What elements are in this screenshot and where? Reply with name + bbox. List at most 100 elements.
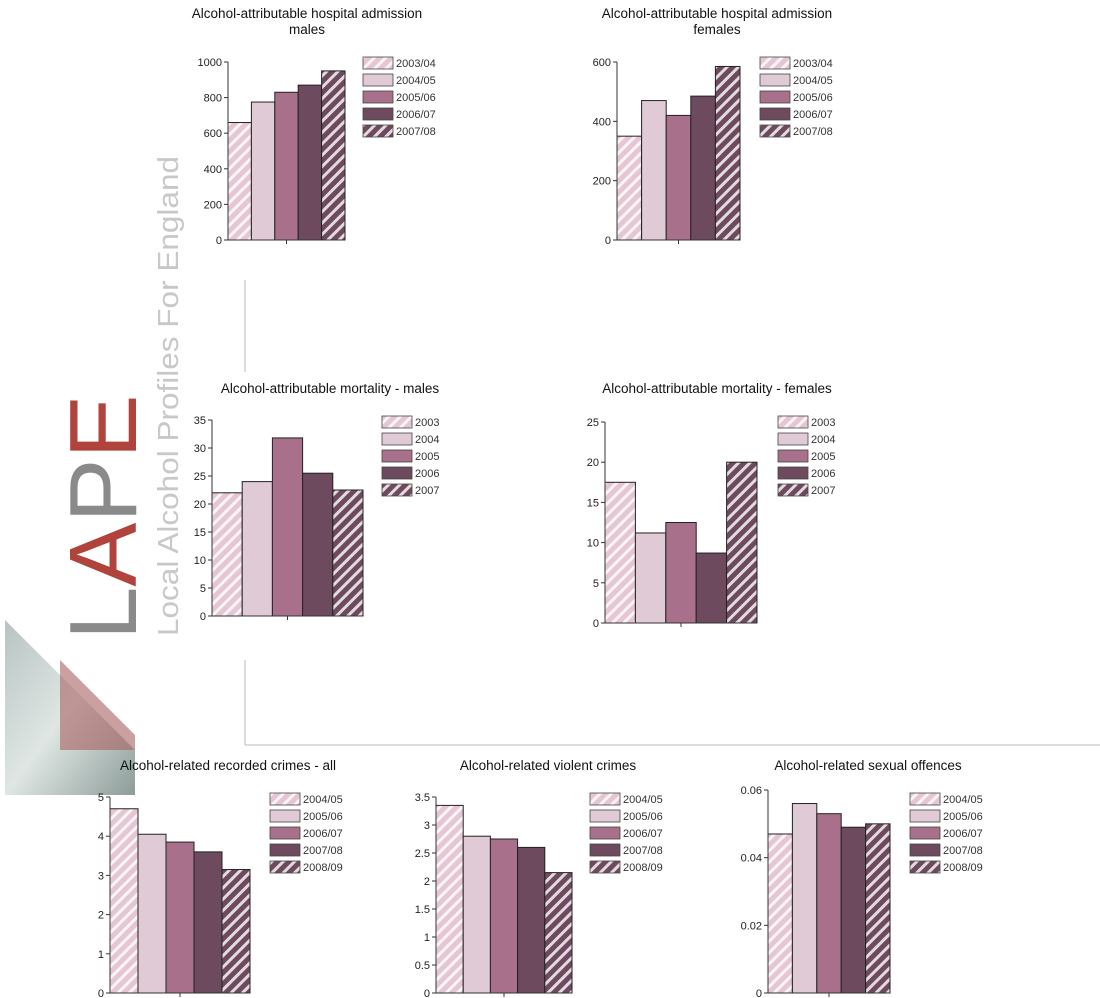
y-tick-label: 2 xyxy=(98,910,104,922)
chart-title: Alcohol-attributable hospital admission xyxy=(192,6,422,21)
legend-label: 2006 xyxy=(415,468,439,480)
legend-label: 2006/07 xyxy=(623,828,663,840)
y-tick-label: 600 xyxy=(204,128,222,140)
y-tick-label: 2.5 xyxy=(415,848,430,860)
legend-label: 2006/07 xyxy=(943,828,983,840)
legend-swatch xyxy=(777,466,809,480)
legend-swatch xyxy=(362,73,394,87)
legend-label: 2003 xyxy=(415,417,439,429)
bar xyxy=(517,846,546,994)
y-tick-label: 200 xyxy=(204,199,222,211)
legend-label: 2005/06 xyxy=(303,811,343,823)
y-tick-label: 400 xyxy=(204,164,222,176)
legend-label: 2005 xyxy=(415,451,439,463)
chart: Alcohol-attributable mortality - females… xyxy=(587,381,836,630)
bar xyxy=(604,481,636,624)
y-tick-label: 5 xyxy=(593,578,599,590)
legend-label: 2005/06 xyxy=(943,811,983,823)
legend-label: 2007/08 xyxy=(303,845,343,857)
bar xyxy=(221,869,251,994)
bar xyxy=(634,532,667,624)
bar xyxy=(274,91,299,241)
legend-label: 2008/09 xyxy=(303,862,343,874)
chart-title: Alcohol-related violent crimes xyxy=(460,758,637,773)
y-tick-label: 2 xyxy=(424,876,430,888)
chart-title: Alcohol-related recorded crimes - all xyxy=(120,758,336,773)
bar xyxy=(489,838,519,994)
chart-title: Alcohol-attributable hospital admission xyxy=(602,6,832,21)
legend-swatch xyxy=(777,415,809,429)
y-tick-label: 400 xyxy=(593,116,611,128)
y-tick-label: 3.5 xyxy=(415,792,430,804)
y-tick-label: 25 xyxy=(194,471,206,483)
legend-swatch xyxy=(381,415,413,429)
legend-label: 2004/05 xyxy=(793,75,833,87)
legend-label: 2006/07 xyxy=(793,109,833,121)
bar xyxy=(695,552,728,624)
chart: Alcohol-attributable hospital admissionm… xyxy=(192,6,436,247)
bar xyxy=(137,833,167,994)
legend-label: 2004/05 xyxy=(303,794,343,806)
bar xyxy=(544,872,573,994)
y-tick-label: 10 xyxy=(587,538,599,550)
tagline: Local Alcohol Profiles For England xyxy=(153,156,185,636)
bar xyxy=(302,472,334,617)
legend-swatch xyxy=(362,124,394,138)
legend-swatch xyxy=(269,792,301,806)
y-tick-label: 3 xyxy=(98,870,104,882)
bar xyxy=(767,833,793,994)
chart: Alcohol-related sexual offences 0 0.02 0.04… xyxy=(741,758,983,998)
legend-label: 2003 xyxy=(811,417,835,429)
legend-swatch xyxy=(909,792,941,806)
legend-label: 2004/05 xyxy=(623,794,663,806)
legend-swatch xyxy=(759,73,791,87)
y-tick-label: 0.04 xyxy=(741,853,762,865)
y-tick-label: 1000 xyxy=(198,57,222,69)
chart-title: Alcohol-related sexual offences xyxy=(774,758,962,773)
chart-title: Alcohol-attributable mortality - males xyxy=(221,381,440,396)
legend-swatch xyxy=(777,449,809,463)
y-tick-label: 800 xyxy=(204,93,222,105)
y-tick-label: 0 xyxy=(216,235,222,247)
y-tick-label: 30 xyxy=(194,443,206,455)
logo-letter: A xyxy=(50,523,157,587)
y-tick-label: 20 xyxy=(194,499,206,511)
photo-accent xyxy=(60,660,135,750)
legend-swatch xyxy=(589,826,621,840)
chart: Alcohol-related violent crimes 0 0.5 1 1.5 2 2… xyxy=(415,758,663,998)
y-tick-label: 15 xyxy=(587,497,599,509)
bar xyxy=(165,841,195,994)
bar xyxy=(840,826,867,994)
legend-label: 2007/08 xyxy=(943,845,983,857)
legend-swatch xyxy=(589,843,621,857)
legend-swatch xyxy=(381,449,413,463)
bar xyxy=(665,522,697,624)
legend-swatch xyxy=(362,90,394,104)
y-tick-label: 5 xyxy=(200,583,206,595)
legend-label: 2007 xyxy=(415,485,439,497)
bar xyxy=(665,114,692,241)
chart-title: Alcohol-attributable mortality - females xyxy=(602,381,832,396)
tagline-group: Local Alcohol Profiles For England xyxy=(153,156,185,636)
chart: Alcohol-attributable mortality - males 0 5… xyxy=(194,381,440,623)
legend-swatch xyxy=(381,432,413,446)
chart-subtitle: females xyxy=(693,22,741,37)
legend-label: 2004 xyxy=(811,434,835,446)
y-tick-label: 5 xyxy=(98,792,104,804)
y-tick-label: 0.06 xyxy=(741,785,762,797)
bar xyxy=(193,851,223,994)
y-tick-label: 200 xyxy=(593,176,611,188)
bar xyxy=(791,803,818,994)
legend-swatch xyxy=(909,860,941,874)
y-tick-label: 0 xyxy=(593,618,599,630)
legend-label: 2004/05 xyxy=(943,794,983,806)
y-tick-label: 1 xyxy=(424,932,430,944)
legend-label: 2007 xyxy=(811,485,835,497)
legend-swatch xyxy=(269,860,301,874)
y-tick-label: 15 xyxy=(194,527,206,539)
legend-label: 2005/06 xyxy=(793,92,833,104)
y-tick-label: 0 xyxy=(756,988,762,998)
legend-swatch xyxy=(909,809,941,823)
